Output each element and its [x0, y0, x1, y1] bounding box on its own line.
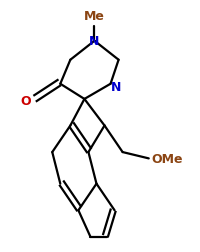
Text: OMe: OMe	[151, 152, 182, 165]
Text: O: O	[20, 94, 31, 107]
Text: N: N	[89, 35, 99, 48]
Text: N: N	[110, 80, 120, 93]
Text: Me: Me	[84, 10, 104, 23]
